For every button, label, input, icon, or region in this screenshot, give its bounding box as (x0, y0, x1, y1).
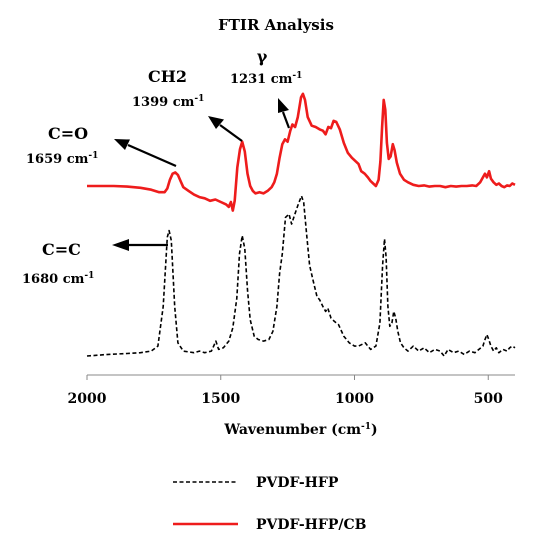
legend-label: PVDF-HFP (256, 475, 339, 491)
series-line-pvdf-hfp-cb (87, 92, 516, 212)
x-axis-label: Wavenumber (cm-1) (223, 422, 377, 438)
x-tick-label: 1500 (201, 391, 240, 407)
annotation-gamma: γ 1231 cm-1 (230, 47, 302, 87)
annotation-arrow-ch2 (208, 116, 243, 142)
annotation-value: 1680 cm-1 (22, 271, 94, 287)
annotation-arrows (112, 98, 291, 251)
annotation-label: C=C (42, 240, 81, 259)
annotation-value: 1399 cm-1 (132, 94, 204, 110)
annotation-value: 1659 cm-1 (26, 151, 98, 167)
x-axis-ticks: 2000 1500 1000 500 (68, 375, 503, 407)
annotation-arrow-c-o (114, 139, 177, 168)
annotation-c-o: C=O 1659 cm-1 (26, 124, 98, 167)
annotation-ch2: CH2 1399 cm-1 (132, 67, 204, 110)
x-tick-label: 500 (474, 391, 503, 407)
legend-item-pvdf-hfp: PVDF-HFP (173, 475, 339, 491)
chart-title: FTIR Analysis (218, 16, 334, 34)
annotation-label: C=O (48, 124, 88, 143)
annotation-value: 1231 cm-1 (230, 71, 302, 87)
annotation-label: γ (257, 47, 268, 66)
series-layer (86, 92, 516, 357)
annotation-c-c: C=C 1680 cm-1 (22, 240, 94, 287)
annotation-arrow-gamma (278, 98, 291, 129)
series-line-pvdf-hfp (86, 195, 516, 357)
legend-label: PVDF-HFP/CB (256, 517, 367, 533)
annotation-arrow-c-c (112, 239, 168, 251)
x-tick-label: 2000 (68, 391, 107, 407)
legend-item-pvdf-hfp-cb: PVDF-HFP/CB (173, 517, 367, 533)
legend: PVDF-HFP PVDF-HFP/CB (173, 475, 367, 533)
x-tick-label: 1000 (335, 391, 374, 407)
annotation-label: CH2 (148, 67, 187, 86)
